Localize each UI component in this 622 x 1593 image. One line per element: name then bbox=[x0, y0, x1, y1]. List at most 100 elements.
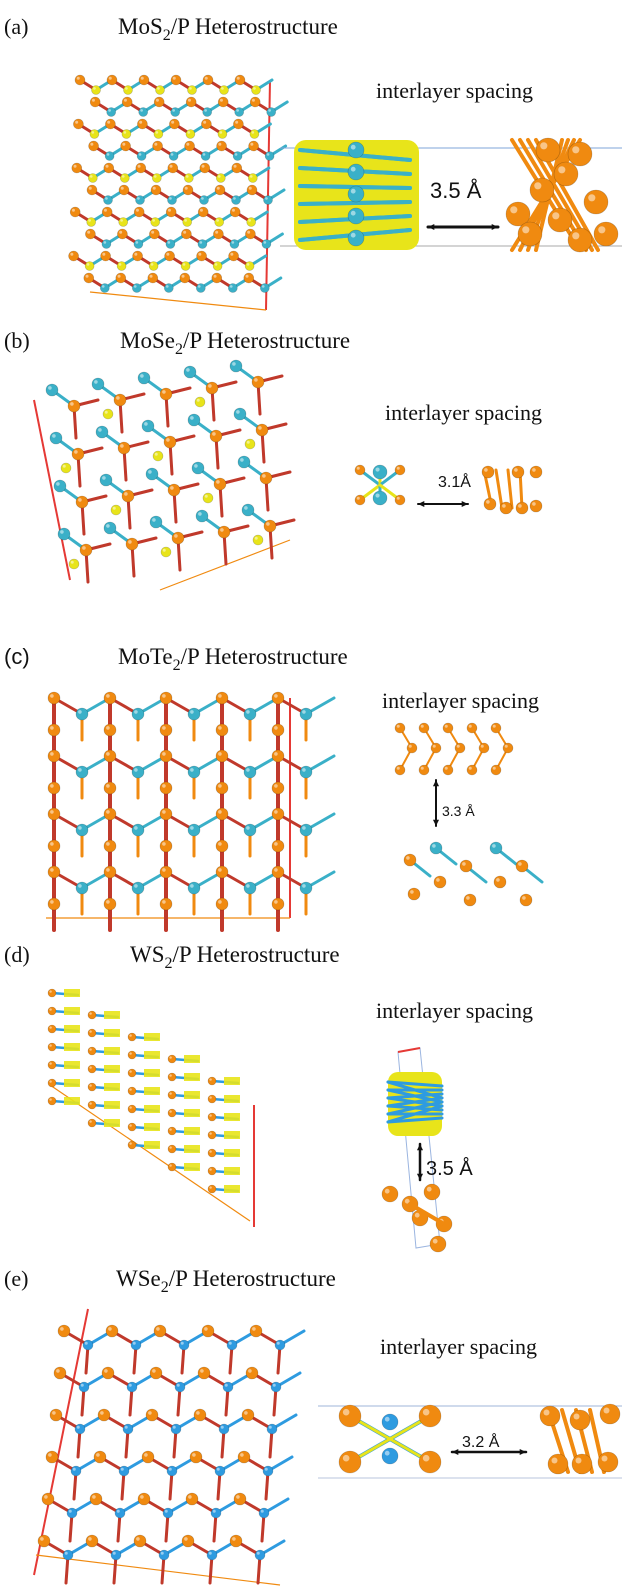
atom-highlight bbox=[350, 166, 356, 172]
atom-highlight bbox=[89, 1102, 92, 1105]
atom-highlight bbox=[76, 1425, 80, 1429]
atom-highlight bbox=[246, 768, 250, 772]
atom-highlight bbox=[151, 230, 155, 234]
atom bbox=[246, 217, 256, 227]
atom-highlight bbox=[168, 1467, 172, 1471]
atom bbox=[138, 107, 148, 117]
atom-highlight bbox=[224, 1383, 228, 1387]
phosphorus-atom bbox=[211, 272, 223, 284]
metal-atom bbox=[131, 765, 145, 779]
phosphorus-atom bbox=[539, 1405, 561, 1427]
atom-highlight bbox=[572, 146, 580, 154]
phosphorus-atom bbox=[120, 140, 131, 152]
cell-edge bbox=[397, 1047, 421, 1053]
atom-highlight bbox=[169, 1110, 172, 1113]
phosphorus-atom bbox=[454, 742, 466, 754]
phosphorus-atom bbox=[433, 875, 447, 889]
phosphorus-atom bbox=[47, 781, 61, 795]
phosphorus-atom bbox=[85, 1534, 99, 1548]
atom bbox=[200, 151, 211, 161]
atom-highlight bbox=[129, 1052, 132, 1055]
atom-highlight bbox=[198, 252, 202, 256]
bond bbox=[494, 468, 504, 510]
side-view-structure bbox=[280, 137, 622, 253]
metal-atom bbox=[274, 1339, 286, 1351]
atom-highlight bbox=[190, 768, 194, 772]
atom-highlight bbox=[240, 458, 244, 462]
metal-atom bbox=[45, 383, 59, 397]
atom-highlight bbox=[106, 752, 110, 756]
phosphorus-atom bbox=[47, 839, 61, 853]
atom-highlight bbox=[78, 826, 82, 830]
phosphorus-atom bbox=[149, 228, 160, 240]
atom-highlight bbox=[169, 1128, 172, 1131]
phosphorus-atom bbox=[571, 1453, 593, 1475]
atom-highlight bbox=[162, 900, 166, 904]
phosphorus-atom bbox=[217, 525, 231, 539]
atom-highlight bbox=[233, 197, 236, 200]
atom-highlight bbox=[181, 274, 185, 278]
chalcogen-atom bbox=[144, 1069, 160, 1077]
atom bbox=[170, 107, 180, 117]
metal-atom bbox=[75, 881, 89, 895]
phosphorus-atom bbox=[159, 807, 173, 821]
atom-highlight bbox=[50, 784, 54, 788]
atom-highlight bbox=[264, 1467, 268, 1471]
phosphorus-atom bbox=[127, 1122, 137, 1132]
atom-highlight bbox=[414, 1212, 420, 1218]
double-headed-arrow-icon bbox=[418, 500, 425, 508]
atom-highlight bbox=[169, 1092, 172, 1095]
atom-highlight bbox=[218, 868, 222, 872]
top-view-structure bbox=[47, 988, 255, 1227]
atom bbox=[84, 261, 95, 271]
metal-atom bbox=[118, 1465, 130, 1477]
top-view-structure bbox=[68, 74, 289, 311]
atom-highlight bbox=[144, 1453, 148, 1457]
atom-highlight bbox=[248, 186, 252, 190]
phosphorus-atom bbox=[69, 206, 81, 218]
atom-highlight bbox=[208, 1551, 212, 1555]
atom-highlight bbox=[123, 98, 127, 102]
metal-atom bbox=[162, 1507, 174, 1519]
atom-highlight bbox=[276, 1341, 280, 1345]
atom-highlight bbox=[154, 142, 158, 146]
chalcogen-atom bbox=[144, 1087, 160, 1095]
atom-highlight bbox=[70, 402, 74, 406]
atom-highlight bbox=[342, 1454, 350, 1462]
atom-highlight bbox=[184, 1537, 188, 1541]
atom bbox=[266, 107, 276, 117]
atom-highlight bbox=[120, 1467, 124, 1471]
phosphorus-atom bbox=[167, 1126, 177, 1136]
atom bbox=[229, 239, 240, 249]
atom-highlight bbox=[218, 810, 222, 814]
atom-highlight bbox=[96, 1453, 100, 1457]
atom-highlight bbox=[384, 1450, 390, 1456]
panel-title: WS2/P Heterostructure bbox=[130, 942, 340, 972]
phosphorus-atom bbox=[481, 465, 495, 479]
phosphorus-atom bbox=[207, 1130, 217, 1140]
atom-highlight bbox=[492, 766, 496, 770]
chalcogen-atom bbox=[194, 396, 206, 408]
atom bbox=[153, 129, 164, 139]
atom-highlight bbox=[50, 726, 54, 730]
phosphorus-atom bbox=[167, 1108, 177, 1118]
atom bbox=[489, 841, 503, 855]
distance-label: 3.2 Å bbox=[462, 1434, 500, 1451]
atom-highlight bbox=[274, 810, 278, 814]
atom-highlight bbox=[249, 175, 253, 178]
atom-highlight bbox=[40, 1537, 44, 1541]
phosphorus-atom bbox=[215, 749, 229, 763]
phosphorus-atom bbox=[87, 1010, 97, 1020]
chalcogen-atom bbox=[104, 1011, 120, 1019]
atom-highlight bbox=[196, 398, 200, 402]
atom-highlight bbox=[199, 241, 203, 244]
atom-highlight bbox=[216, 1467, 220, 1471]
atom-highlight bbox=[432, 844, 436, 848]
metal-atom bbox=[78, 1381, 90, 1393]
top-view-structure bbox=[33, 359, 296, 591]
metal-atom bbox=[95, 425, 109, 439]
atom-highlight bbox=[49, 1044, 52, 1047]
atom-highlight bbox=[157, 87, 160, 90]
atom-highlight bbox=[199, 208, 203, 212]
phosphorus-atom bbox=[215, 723, 229, 737]
